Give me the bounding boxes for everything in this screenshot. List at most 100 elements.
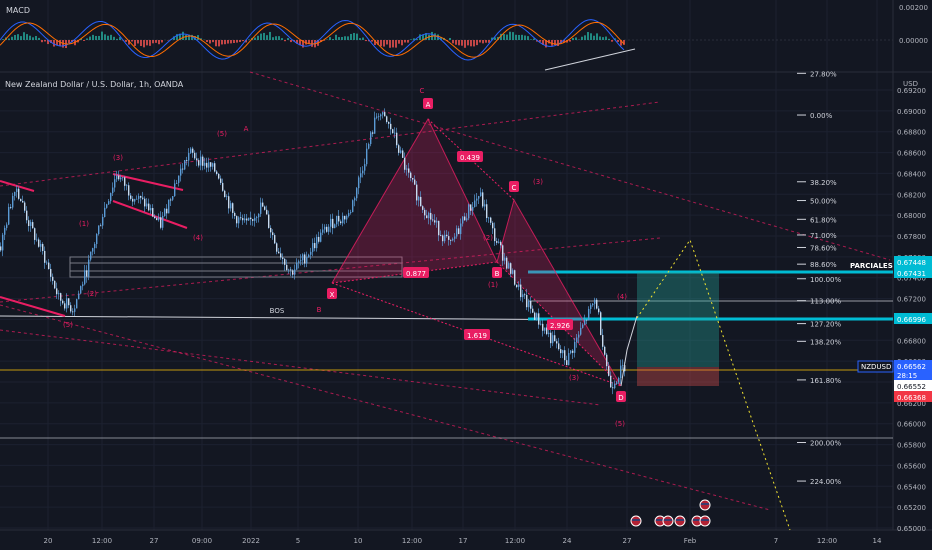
candle-body (336, 215, 338, 225)
candle-body (48, 262, 50, 269)
macd-bar (518, 34, 520, 40)
macd-bar (236, 40, 238, 43)
point-label: A (426, 101, 431, 109)
candle-body (368, 144, 370, 149)
time-axis-label: 12:00 (505, 537, 525, 545)
time-axis-label: 7 (774, 537, 778, 545)
fib-label: 71.00% (810, 232, 837, 240)
macd-bar (356, 33, 358, 40)
macd-bar (434, 33, 436, 40)
candle-body (128, 185, 130, 196)
macd-bar (539, 40, 541, 42)
point-label: B (495, 270, 500, 278)
macd-bar (413, 38, 415, 40)
candle-body (386, 116, 388, 122)
candle-body (524, 294, 526, 296)
candle-body (352, 200, 354, 213)
macd-bar (344, 36, 346, 40)
macd-bar (308, 40, 310, 44)
candle-body (578, 334, 580, 338)
candle-body (484, 204, 486, 207)
macd-bar (179, 33, 181, 40)
macd-bar (296, 40, 298, 44)
candle-body (550, 332, 552, 344)
candle-body (250, 217, 252, 220)
bos-label: BOS (270, 307, 285, 315)
macd-bar (14, 35, 16, 40)
macd-bar (338, 37, 340, 40)
candle-body (70, 305, 72, 312)
macd-bar (620, 40, 622, 46)
candle-body (384, 112, 386, 117)
macd-bar (194, 36, 196, 40)
candle-body (518, 284, 520, 288)
macd-bar (470, 40, 472, 47)
macd-bar (599, 36, 601, 40)
candle-body (126, 185, 128, 187)
macd-bar (215, 40, 217, 47)
macd-bar (26, 34, 28, 40)
candle-body (538, 313, 540, 325)
macd-bar (467, 40, 469, 46)
candle-body (34, 228, 36, 240)
candle-body (232, 203, 234, 213)
candle-body (622, 365, 624, 366)
macd-bar (140, 40, 142, 46)
candle-body (314, 243, 316, 249)
candle-body (166, 208, 168, 214)
time-axis: 20 12:00 27 09:00 2022 5 10 12:00 17 12:00 24 27 Feb… (44, 537, 882, 545)
candle-body (340, 221, 342, 224)
macd-bar (494, 37, 496, 40)
macd-bar (458, 40, 460, 46)
time-axis-label: 14 (873, 537, 882, 545)
candle-body (288, 269, 290, 271)
macd-bar (89, 36, 91, 40)
parciales-label: PARCIALES (850, 262, 893, 270)
macd-bar (104, 34, 106, 40)
macd-bar (548, 40, 550, 44)
wave-label: (2) (87, 290, 97, 298)
candle-body (118, 175, 120, 180)
macd-bar (347, 36, 349, 40)
candle-body (394, 132, 396, 134)
price-tag-label: 0.66996 (897, 316, 926, 324)
candle-body (294, 269, 296, 275)
candle-body (172, 196, 174, 200)
candle-body (136, 198, 138, 200)
price-axis-label: 0.69000 (897, 108, 926, 116)
price-axis-label: 0.66200 (897, 400, 926, 408)
price-axis-label: 0.67800 (897, 233, 926, 241)
candle-body (152, 208, 154, 217)
signal-line (0, 21, 625, 58)
macd-bar (95, 35, 97, 40)
harmonic-leg-xab (332, 119, 497, 283)
candle-body (308, 254, 310, 258)
candle-body (262, 202, 264, 207)
candle-body (260, 202, 262, 214)
macd-bar (587, 32, 589, 40)
flag-stripe (664, 519, 672, 521)
time-axis-label: 12:00 (92, 537, 112, 545)
candle-body (312, 243, 314, 252)
macd-bar (86, 38, 88, 40)
wave-label: (5) (217, 130, 227, 138)
macd-bar (44, 40, 46, 42)
candle-body (574, 341, 576, 353)
candle-body (374, 117, 376, 134)
candle-body (4, 227, 6, 235)
macd-bar (593, 35, 595, 40)
macd-bar (29, 35, 31, 40)
symbol-tag-box (857, 360, 894, 373)
macd-bar (173, 36, 175, 40)
bos-line (0, 315, 631, 321)
macd-bar (218, 40, 220, 47)
candle-body (30, 222, 32, 227)
time-axis-label: 10 (354, 537, 363, 545)
candle-body (532, 308, 534, 313)
harmonic-leg-bcd (497, 200, 621, 386)
wedge-line (0, 296, 66, 317)
candle-body (408, 168, 410, 173)
candle-body (616, 382, 618, 384)
candle-body (542, 323, 544, 331)
